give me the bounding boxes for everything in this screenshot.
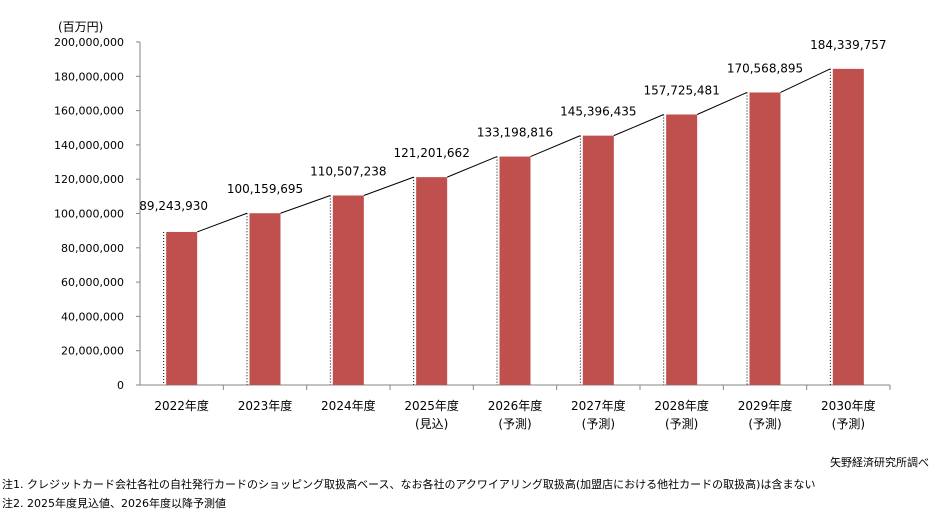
- data-label: 170,568,895: [727, 61, 803, 75]
- y-tick-label: 180,000,000: [54, 70, 124, 83]
- x-tick-sublabel: (予測): [665, 417, 698, 431]
- x-tick-sublabel: (予測): [582, 417, 615, 431]
- y-tick-label: 0: [117, 379, 124, 392]
- y-tick-label: 120,000,000: [54, 173, 124, 186]
- data-label: 121,201,662: [393, 146, 469, 160]
- bar: [666, 114, 698, 386]
- x-tick-label: 2028年度: [654, 398, 709, 413]
- bar: [416, 177, 448, 385]
- x-tick-sublabel: (予測): [498, 417, 531, 431]
- data-label: 110,507,238: [310, 164, 386, 178]
- series-line: [780, 68, 831, 93]
- series-line: [613, 114, 664, 137]
- y-tick-label: 80,000,000: [61, 242, 124, 255]
- x-tick-sublabel: (見込): [415, 417, 448, 431]
- x-tick-label: 2025年度: [404, 398, 459, 413]
- data-label: 89,243,930: [139, 199, 208, 213]
- x-tick-label: 2029年度: [738, 398, 793, 413]
- y-tick-label: 140,000,000: [54, 139, 124, 152]
- data-label: 100,159,695: [227, 182, 303, 196]
- source-note: 矢野経済研究所調べ: [830, 456, 929, 469]
- x-tick-label: 2024年度: [321, 398, 376, 413]
- y-tick-label: 200,000,000: [54, 36, 124, 49]
- data-label: 145,396,435: [560, 105, 636, 119]
- x-tick-sublabel: (予測): [748, 417, 781, 431]
- footnote-1: 注1. クレジットカード会社各社の自社発行カードのショッピング取扱高ベース、なお…: [2, 478, 816, 491]
- bar: [499, 156, 531, 385]
- y-tick-label: 60,000,000: [61, 276, 124, 289]
- y-tick-label: 160,000,000: [54, 105, 124, 118]
- series-line: [446, 156, 498, 178]
- y-tick-label: 20,000,000: [61, 345, 124, 358]
- bar: [249, 213, 281, 385]
- x-tick-label: 2027年度: [571, 398, 626, 413]
- bar: [749, 92, 781, 386]
- y-axis-unit-label: (百万円): [58, 20, 103, 34]
- data-label: 157,725,481: [643, 84, 719, 98]
- bar: [582, 135, 614, 385]
- x-tick-sublabel: (予測): [832, 417, 865, 431]
- data-label: 184,339,757: [810, 38, 886, 52]
- series-line: [696, 92, 748, 115]
- series-line: [363, 176, 414, 196]
- bar-chart: (百万円) 0 20,000,000 40,000,000 60,000,000 80,…: [54, 20, 891, 431]
- x-tick-label: 2026年度: [488, 398, 543, 413]
- series-line: [280, 195, 331, 214]
- bar: [832, 68, 864, 386]
- y-tick-label: 40,000,000: [61, 310, 124, 323]
- bar: [332, 195, 364, 385]
- x-tick-label: 2023年度: [238, 398, 293, 413]
- x-tick-label: 2030年度: [821, 398, 876, 413]
- y-tick-label: 100,000,000: [54, 208, 124, 221]
- bar: [166, 231, 198, 385]
- data-label: 133,198,816: [477, 126, 553, 140]
- x-tick-label: 2022年度: [154, 398, 209, 413]
- series-line: [196, 212, 248, 233]
- footnote-2: 注2. 2025年度見込値、2026年度以降予測値: [2, 497, 226, 510]
- series-line: [530, 135, 581, 158]
